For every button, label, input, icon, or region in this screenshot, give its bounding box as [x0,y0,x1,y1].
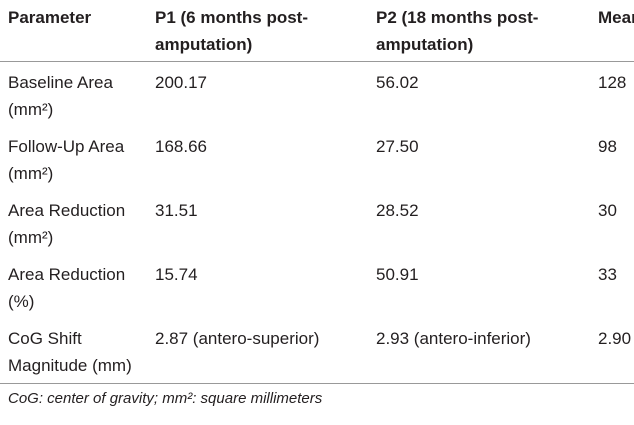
row-label: Baseline Area (mm²) [8,73,113,119]
header-cell: P1 (6 months post-amputation) [155,8,309,54]
table-row: Baseline Area (mm²) 200.17 56.02 128 [0,62,634,127]
table-body: Baseline Area (mm²) 200.17 56.02 128 Follow-… [0,62,634,384]
header-row: Parameter P1 (6 months post-amputation) … [0,0,634,62]
table-cell: 30 [598,201,617,220]
table-cell: 2.93 (antero-inferior) [376,329,531,348]
table-cell: 200.17 [155,73,207,92]
table-row: Follow-Up Area (mm²) 168.66 27.50 98 [0,126,634,190]
table-cell: 31.51 [155,201,198,220]
table-cell: 50.91 [376,265,419,284]
row-label: CoG Shift Magnitude (mm) [8,329,132,375]
table-cell: 56.02 [376,73,419,92]
table-cell: 33 [598,265,617,284]
header-cell: Parameter [8,8,92,27]
row-label: Area Reduction (mm²) [8,201,126,247]
table-cell: 27.50 [376,137,419,156]
data-table: Parameter P1 (6 months post-amputation) … [0,0,634,384]
row-label: Follow-Up Area (mm²) [8,137,125,183]
footnote: CoG: center of gravity; mm²: square mill… [8,390,323,407]
table-cell: 15.74 [155,265,198,284]
table-cell: 2.87 (antero-superior) [155,329,320,348]
table-head: Parameter P1 (6 months post-amputation) … [0,0,634,62]
table-cell: 28.52 [376,201,419,220]
table-cell: 168.66 [155,137,207,156]
table-row: CoG Shift Magnitude (mm) 2.87 (antero-sup… [0,318,634,384]
table-row: Area Reduction (mm²) 31.51 28.52 30 [0,190,634,254]
table-row: Area Reduction (%) 15.74 50.91 33 [0,254,634,318]
header-cell: Mean [598,8,634,27]
table-cell: 128 [598,73,627,92]
table-cell: 2.90 [598,329,632,348]
table-cell: 98 [598,137,617,156]
row-label: Area Reduction (%) [8,265,126,311]
header-cell: P2 (18 months post-amputation) [376,8,539,54]
